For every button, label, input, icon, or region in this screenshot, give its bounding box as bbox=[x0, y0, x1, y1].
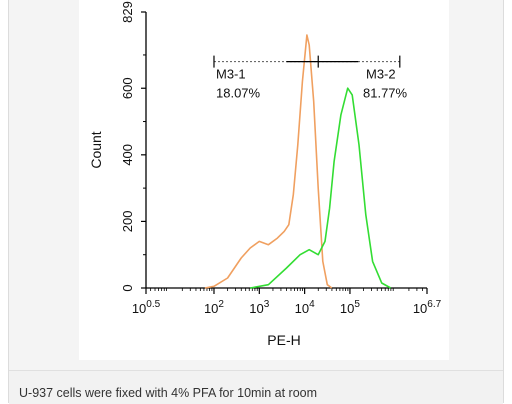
gate-percent-m3-2: 81.77% bbox=[363, 86, 408, 101]
y-tick-label: 400 bbox=[120, 144, 135, 166]
gate-label-m3-2: M3-2 bbox=[366, 67, 396, 82]
y-tick-label: 200 bbox=[120, 211, 135, 233]
figure-frame: 0 200 400 600 829 100.5 102 103 104 105 106.7 M3-1… bbox=[8, 0, 504, 404]
gate-percent-m3-1: 18.07% bbox=[216, 86, 261, 101]
x-tick-label: 102 bbox=[204, 299, 224, 316]
y-tick-label: 600 bbox=[120, 77, 135, 99]
axes: 0 200 400 600 829 100.5 102 103 104 105 106.7 bbox=[120, 1, 442, 316]
gate-label-m3-1: M3-1 bbox=[216, 67, 246, 82]
x-tick-label: 106.7 bbox=[413, 299, 442, 316]
y-tick-label: 829 bbox=[120, 1, 135, 23]
x-axis-label: PE-H bbox=[267, 332, 300, 348]
histogram-series-1 bbox=[204, 34, 333, 289]
axis-labels: Count PE-H bbox=[88, 131, 301, 348]
histogram-series-2 bbox=[250, 87, 392, 289]
x-tick-label: 100.5 bbox=[132, 299, 161, 316]
plot-area: M3-1 18.07% M3-2 81.77% bbox=[204, 34, 408, 289]
x-tick-label: 105 bbox=[340, 299, 360, 316]
x-tick-label: 103 bbox=[249, 299, 269, 316]
figure-caption: U-937 cells were fixed with 4% PFA for 1… bbox=[19, 386, 318, 400]
flow-cytometry-histogram: 0 200 400 600 829 100.5 102 103 104 105 106.7 M3-1… bbox=[88, 1, 442, 348]
x-tick-label: 104 bbox=[295, 299, 315, 316]
y-axis-label: Count bbox=[88, 131, 104, 168]
y-tick-label: 0 bbox=[120, 284, 135, 291]
caption-bar: U-937 cells were fixed with 4% PFA for 1… bbox=[9, 370, 503, 404]
figure-image: 0 200 400 600 829 100.5 102 103 104 105 106.7 M3-1… bbox=[79, 0, 449, 360]
